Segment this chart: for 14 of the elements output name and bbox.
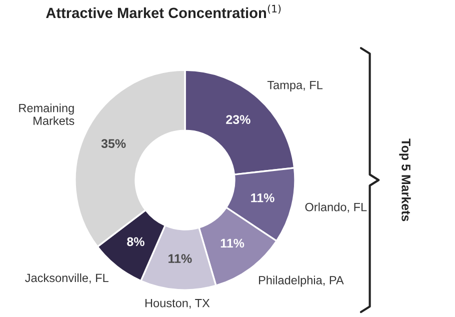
- chart-title: Attractive Market Concentration$^{(1)}$: [46, 4, 281, 18]
- text: Top 5 Markets: [399, 138, 411, 222]
- data-label: 35%: [101, 139, 126, 148]
- data-label: 11%: [168, 254, 192, 263]
- slice-label: Tampa, FL: [267, 80, 323, 92]
- data-label: 11%: [220, 238, 244, 248]
- data-label: 23%: [226, 115, 250, 124]
- data-label: 11%: [251, 193, 274, 202]
- slice-label: Remaining Markets: [19, 104, 74, 125]
- slice-label: Philadelphia, PA: [259, 276, 344, 287]
- data-label: 8%: [127, 237, 144, 246]
- slice-label: Houston, TX: [145, 299, 210, 309]
- slice-label: Orlando, FL: [305, 202, 367, 213]
- slice-label: Jacksonville, FL: [25, 273, 108, 284]
